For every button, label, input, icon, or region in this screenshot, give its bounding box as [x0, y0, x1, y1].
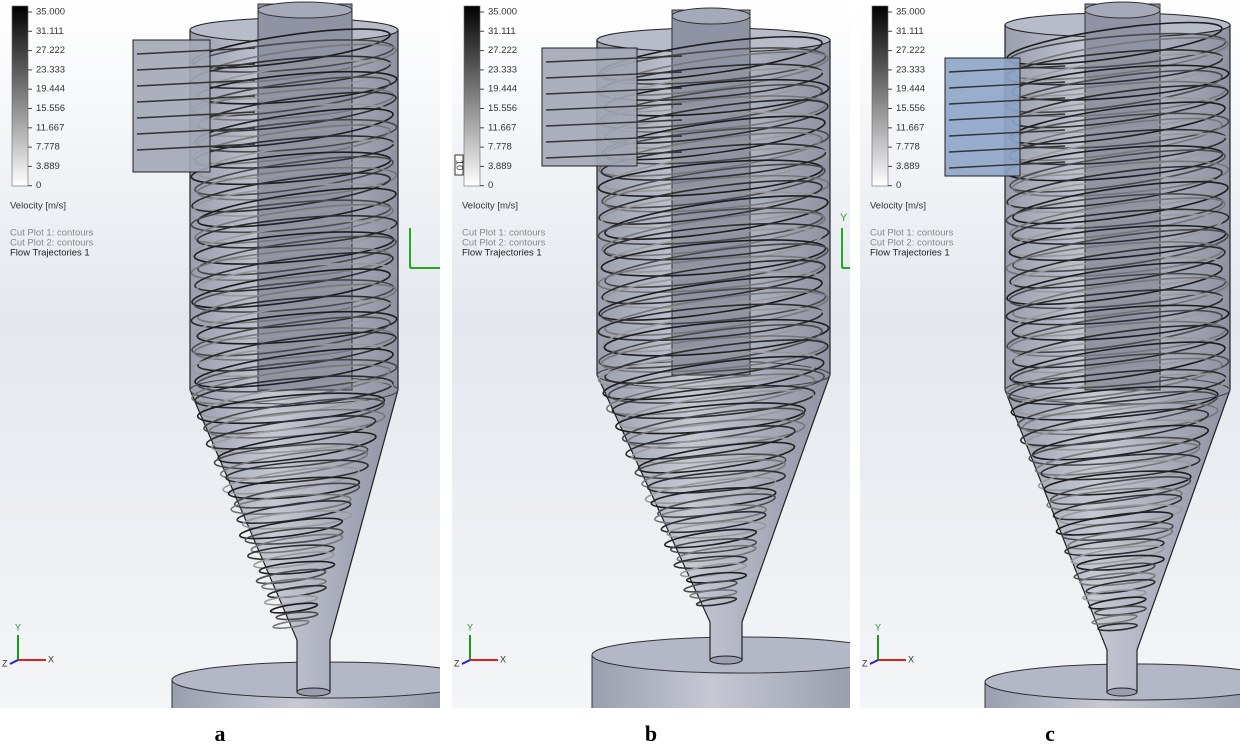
plot-note: Flow Trajectories 1 [462, 248, 542, 259]
legend-label: 15.556 [896, 103, 925, 114]
viewport: 35.000 31.111 27.222 23.333 19.444 15.556 11.6… [0, 0, 480, 740]
legend-slider-label: 10 [453, 160, 464, 171]
legend-label: 23.333 [36, 64, 65, 75]
triad-z-label: Z [862, 658, 868, 668]
pipe-bottom [710, 656, 742, 664]
inlet-duct [133, 40, 210, 172]
vortex-finder-top [258, 2, 352, 18]
triad-z-label: Z [454, 658, 460, 668]
body-axis-label: Y [840, 212, 848, 224]
legend-label: 19.444 [488, 84, 517, 95]
triad-x-label: X [500, 654, 506, 664]
triad-x-label: X [908, 654, 914, 664]
legend-label: 3.889 [488, 161, 512, 172]
legend-label: 19.444 [896, 84, 925, 95]
page: Cyclone flow trajectories {"panels":[ {"… [0, 0, 1240, 751]
legend-label: 0 [896, 180, 901, 191]
legend-label: 7.778 [36, 142, 60, 153]
panel-caption: a [215, 721, 226, 746]
triad-x-label: X [48, 654, 54, 664]
triad-z-label: Z [2, 658, 8, 668]
legend-label: 3.889 [896, 161, 920, 172]
legend-title: Velocity [m/s] [870, 201, 926, 212]
legend-label: 11.667 [488, 122, 516, 133]
vortex-finder-top [1085, 2, 1160, 18]
legend-title: Velocity [m/s] [462, 201, 518, 212]
legend-label: 31.111 [488, 26, 516, 37]
plot-note: Flow Trajectories 1 [870, 248, 950, 259]
legend-label: 0 [36, 180, 41, 191]
legend-label: 3.889 [36, 161, 60, 172]
plot-note: Flow Trajectories 1 [10, 248, 90, 259]
legend-label: 27.222 [896, 45, 925, 56]
triad-y-label: Y [467, 622, 473, 632]
viewport: 35.000 31.111 27.222 23.333 19.444 15.556 11.6… [452, 0, 890, 715]
legend-label: 19.444 [36, 84, 65, 95]
legend-label: 27.222 [488, 45, 517, 56]
legend-label: 11.667 [896, 122, 924, 133]
triad-y-label: Y [15, 622, 21, 632]
legend-bar [12, 6, 28, 186]
legend-bar [464, 6, 480, 186]
vortex-finder-top [672, 8, 750, 24]
pipe-bottom [1107, 688, 1137, 696]
legend-label: 27.222 [36, 45, 65, 56]
legend-label: 0 [488, 180, 493, 191]
panel: 35.000 31.111 27.222 23.333 19.444 15.556 11.6… [860, 0, 1240, 746]
legend-label: 7.778 [488, 142, 512, 153]
panel-caption: c [1045, 721, 1055, 746]
pipe-bottom [297, 688, 330, 696]
viewport: 35.000 31.111 27.222 23.333 19.444 15.556 11.6… [860, 0, 1240, 742]
figure: 35.000 31.111 27.222 23.333 19.444 15.556 11.6… [0, 0, 1240, 751]
legend-label: 35.000 [896, 7, 925, 18]
legend-label: 15.556 [488, 103, 517, 114]
legend-label: 31.111 [896, 26, 924, 37]
legend-bar [872, 6, 888, 186]
body: 35.000 31.111 27.222 23.333 19.444 15.556 11.6… [0, 0, 1240, 751]
panel-caption: b [645, 721, 657, 746]
panel: 35.000 31.111 27.222 23.333 19.444 15.556 11.6… [452, 0, 890, 746]
panel: 35.000 31.111 27.222 23.333 19.444 15.556 11.6… [0, 0, 480, 746]
legend-label: 7.778 [896, 142, 920, 153]
legend-label: 31.111 [36, 26, 64, 37]
triad-y-label: Y [875, 622, 881, 632]
legend-label: 15.556 [36, 103, 65, 114]
legend-label: 11.667 [36, 122, 64, 133]
legend-title: Velocity [m/s] [10, 201, 66, 212]
legend-label: 23.333 [896, 64, 925, 75]
legend-label: 35.000 [36, 7, 65, 18]
legend-label: 35.000 [488, 7, 517, 18]
legend-label: 23.333 [488, 64, 517, 75]
